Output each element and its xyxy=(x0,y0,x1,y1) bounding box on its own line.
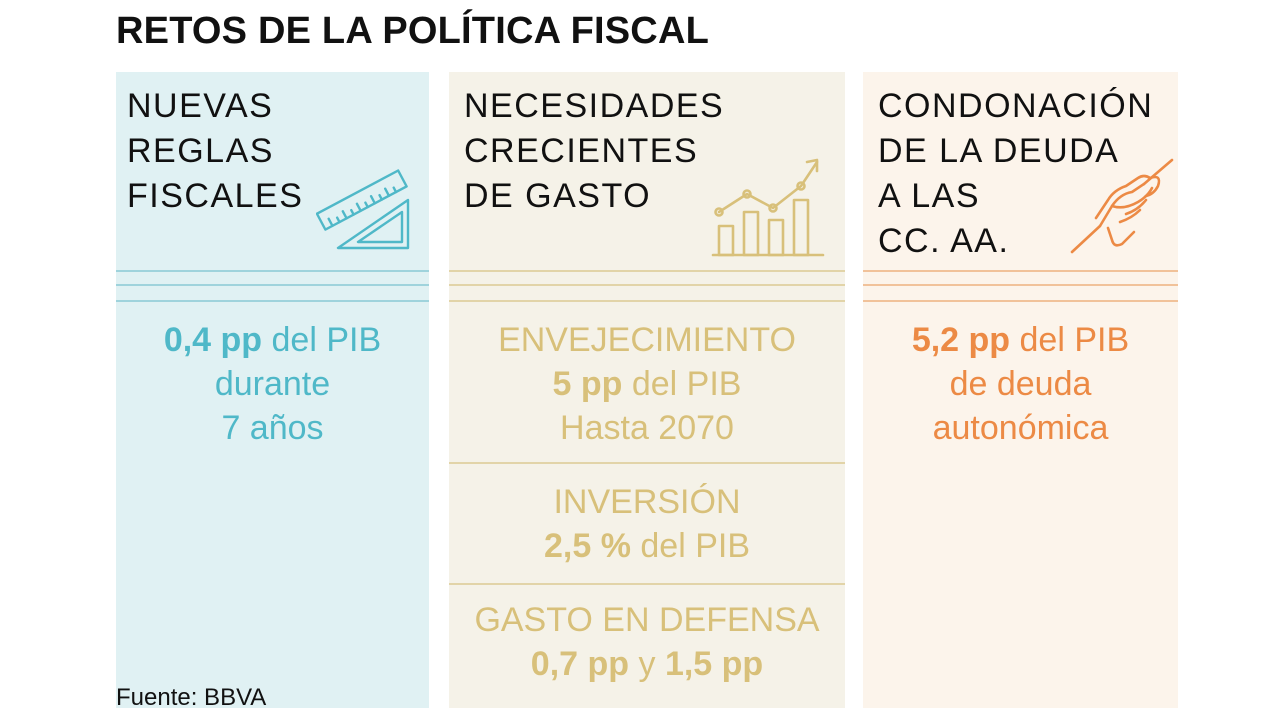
divider xyxy=(449,583,845,585)
stat-value: 0,4 pp xyxy=(163,321,263,359)
heading-line: CONDONACIÓN xyxy=(878,87,1154,125)
heading-line: REGLAS xyxy=(127,132,274,170)
stat-text: de deuda xyxy=(949,365,1092,403)
stat-unit: del PIB xyxy=(622,365,742,403)
handshake-icon xyxy=(1070,158,1174,254)
heading-line: A LAS xyxy=(878,177,981,215)
stat-unit: del PIB xyxy=(630,527,751,565)
stat-value: 5,2 pp xyxy=(911,321,1011,359)
divider xyxy=(449,284,845,286)
heading-line: NECESIDADES xyxy=(464,87,725,125)
divider xyxy=(449,462,845,464)
heading-line: FISCALES xyxy=(127,177,304,215)
heading-line: NUEVAS xyxy=(127,87,274,125)
stat-unit: y xyxy=(629,645,665,683)
stat-label: ENVEJECIMIENTO xyxy=(498,321,796,359)
stat-label: GASTO EN DEFENSA xyxy=(474,601,820,639)
stat-value: 0,7 pp xyxy=(530,645,630,683)
divider xyxy=(116,300,429,302)
column-heading: NUEVAS REGLAS FISCALES xyxy=(127,84,303,219)
stat-unit: del PIB xyxy=(1010,321,1130,359)
column-condonacion-deuda: CONDONACIÓN DE LA DEUDA A LAS CC. AA. 5,… xyxy=(863,72,1178,708)
stat-unit: del PIB xyxy=(262,321,382,359)
source-note: Fuente: BBVA xyxy=(116,684,267,711)
stat-value: 1,5 pp xyxy=(664,645,764,683)
stat-text: Hasta 2070 xyxy=(560,409,734,447)
stat-inversion: INVERSIÓN 2,5 % del PIB xyxy=(449,480,845,568)
stat-label: INVERSIÓN xyxy=(553,483,741,521)
stat-text: 7 años xyxy=(221,409,324,447)
divider xyxy=(116,284,429,286)
stat-text: durante xyxy=(214,365,331,403)
stat-value: 5 pp xyxy=(552,365,623,403)
heading-line: DE GASTO xyxy=(464,177,652,215)
heading-line: CRECIENTES xyxy=(464,132,699,170)
stat-envejecimiento: ENVEJECIMIENTO 5 pp del PIB Hasta 2070 xyxy=(449,318,845,450)
column-heading: CONDONACIÓN DE LA DEUDA A LAS CC. AA. xyxy=(878,84,1153,264)
stat-gasto-defensa: GASTO EN DEFENSA 0,7 pp y 1,5 pp xyxy=(449,598,845,686)
divider xyxy=(863,284,1178,286)
rising-bar-chart-icon xyxy=(711,158,825,257)
divider xyxy=(449,300,845,302)
stat-value: 2,5 % xyxy=(543,527,631,565)
divider xyxy=(116,270,429,272)
stat-text: autonómica xyxy=(932,409,1109,447)
heading-line: CC. AA. xyxy=(878,222,1010,260)
divider xyxy=(449,270,845,272)
heading-line: DE LA DEUDA xyxy=(878,132,1120,170)
column-necesidades-gasto: NECESIDADES CRECIENTES DE GASTO ENVEJECI… xyxy=(449,72,845,708)
stat-block: 5,2 pp del PIB de deuda autonómica xyxy=(863,318,1178,450)
stat-block: 0,4 pp del PIB durante 7 años xyxy=(116,318,429,450)
divider xyxy=(863,300,1178,302)
column-nuevas-reglas-fiscales: NUEVAS REGLAS FISCALES 0,4 pp del PIB du… xyxy=(116,72,429,708)
divider xyxy=(863,270,1178,272)
page-title: RETOS DE LA POLÍTICA FISCAL xyxy=(116,10,710,52)
column-heading: NECESIDADES CRECIENTES DE GASTO xyxy=(464,84,724,219)
ruler-set-square-icon xyxy=(316,169,410,250)
